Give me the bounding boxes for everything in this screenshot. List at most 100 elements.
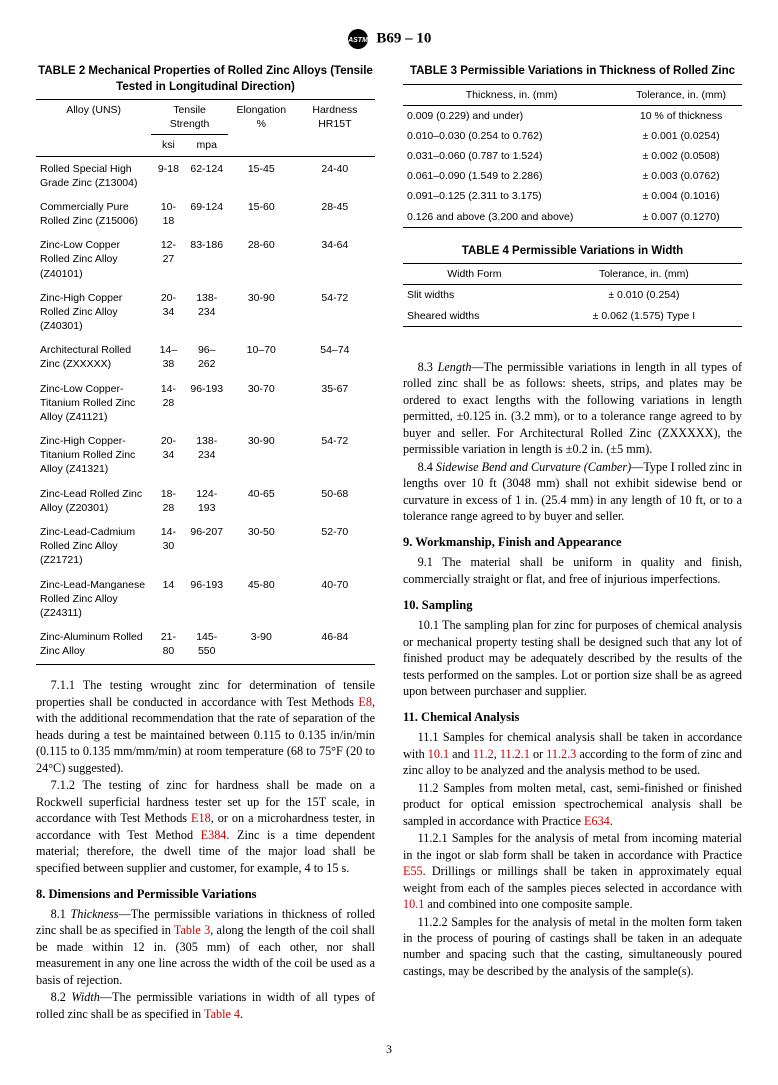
para-7-1-2: 7.1.2 The testing of zinc for hardness s… <box>36 777 375 876</box>
table-cell: 138-234 <box>186 429 228 482</box>
para-8-1: 8.1 Thickness—The permissible variations… <box>36 906 375 988</box>
t4-h-width: Width Form <box>403 264 546 285</box>
xref-table4[interactable]: Table 4 <box>204 1007 240 1021</box>
t2-h-ksi: ksi <box>151 135 185 156</box>
table-row: Slit widths± 0.010 (0.254) <box>403 285 742 306</box>
left-column: TABLE 2 Mechanical Properties of Rolled … <box>36 64 375 1023</box>
table-cell: ± 0.002 (0.0508) <box>620 146 742 166</box>
table-cell: 10-18 <box>151 195 185 233</box>
table-cell: 20-34 <box>151 286 185 339</box>
table-cell: 12-27 <box>151 233 185 286</box>
xref-11-2[interactable]: 11.2 <box>473 747 494 761</box>
section-11-title: 11. Chemical Analysis <box>403 709 742 726</box>
astm-logo-icon: ASTM <box>347 28 369 50</box>
doc-number: B69 – 10 <box>376 30 431 46</box>
xref-e8[interactable]: E8 <box>358 695 372 709</box>
table-cell: 62-124 <box>186 156 228 195</box>
table-row: Zinc-Lead-Cadmium Rolled Zinc Alloy (Z21… <box>36 520 375 573</box>
table3: Thickness, in. (mm) Tolerance, in. (mm) … <box>403 84 742 228</box>
table-cell: Zinc-Low Copper Rolled Zinc Alloy (Z4010… <box>36 233 151 286</box>
para-7-1-1: 7.1.1 The testing wrought zinc for deter… <box>36 677 375 776</box>
xref-e384[interactable]: E384 <box>201 828 227 842</box>
table-cell: 30-90 <box>228 286 295 339</box>
table-cell: ± 0.062 (1.575) Type I <box>546 306 742 327</box>
para-10-1: 10.1 The sampling plan for zinc for purp… <box>403 617 742 699</box>
xref-11-2-3[interactable]: 11.2.3 <box>546 747 576 761</box>
table4: Width Form Tolerance, in. (mm) Slit widt… <box>403 263 742 327</box>
table-cell: 28-60 <box>228 233 295 286</box>
table4-title: TABLE 4 Permissible Variations in Width <box>403 244 742 260</box>
t2-h-alloy: Alloy (UNS) <box>36 100 151 157</box>
table-cell: 15-45 <box>228 156 295 195</box>
table-row: Zinc-Lead-Manganese Rolled Zinc Alloy (Z… <box>36 573 375 626</box>
table-row: 0.009 (0.229) and under)10 % of thicknes… <box>403 105 742 126</box>
t3-h-tol: Tolerance, in. (mm) <box>620 84 742 105</box>
t2-h-hard: Hardness HR15T <box>295 100 375 157</box>
table-cell: 10 % of thickness <box>620 105 742 126</box>
table-cell: ± 0.001 (0.0254) <box>620 126 742 146</box>
para-9-1: 9.1 The material shall be uniform in qua… <box>403 554 742 587</box>
table-row: Sheared widths± 0.062 (1.575) Type I <box>403 306 742 327</box>
table-cell: ± 0.004 (0.1016) <box>620 186 742 206</box>
section-9-title: 9. Workmanship, Finish and Appearance <box>403 534 742 551</box>
xref-10-1[interactable]: 10.1 <box>428 747 449 761</box>
t4-h-tol: Tolerance, in. (mm) <box>546 264 742 285</box>
table-cell: 10–70 <box>228 338 295 376</box>
table-cell: 3-90 <box>228 625 295 665</box>
section-8-title: 8. Dimensions and Permissible Variations <box>36 886 375 903</box>
xref-e55[interactable]: E55 <box>403 864 423 878</box>
xref-e634[interactable]: E634 <box>584 814 610 828</box>
table-cell: 52-70 <box>295 520 375 573</box>
table-cell: 96-207 <box>186 520 228 573</box>
table-cell: 35-67 <box>295 377 375 430</box>
table-cell: 24-40 <box>295 156 375 195</box>
table-cell: 54-72 <box>295 286 375 339</box>
content-columns: TABLE 2 Mechanical Properties of Rolled … <box>36 64 742 1023</box>
para-8-3: 8.3 Length—The permissible variations in… <box>403 359 742 458</box>
table-row: Zinc-Low Copper-Titanium Rolled Zinc All… <box>36 377 375 430</box>
table-cell: 20-34 <box>151 429 185 482</box>
table-row: 0.126 and above (3.200 and above)± 0.007… <box>403 207 742 228</box>
para-11-1: 11.1 Samples for chemical analysis shall… <box>403 729 742 778</box>
table-cell: 145-550 <box>186 625 228 665</box>
table-cell: 0.031–0.060 (0.787 to 1.524) <box>403 146 620 166</box>
table-cell: 28-45 <box>295 195 375 233</box>
table-cell: 0.091–0.125 (2.311 to 3.175) <box>403 186 620 206</box>
table-cell: 0.126 and above (3.200 and above) <box>403 207 620 228</box>
table2: Alloy (UNS) Tensile Strength Elongation … <box>36 99 375 665</box>
page-number: 3 <box>36 1041 742 1057</box>
table-row: Zinc-Lead Rolled Zinc Alloy (Z20301)18-2… <box>36 482 375 520</box>
table-row: 0.091–0.125 (2.311 to 3.175)± 0.004 (0.1… <box>403 186 742 206</box>
table-cell: ± 0.007 (0.1270) <box>620 207 742 228</box>
xref-10-1b[interactable]: 10.1 <box>403 897 424 911</box>
para-11-2-1: 11.2.1 Samples for the analysis of metal… <box>403 830 742 912</box>
t2-h-elong: Elongation % <box>228 100 295 157</box>
table-cell: 46-84 <box>295 625 375 665</box>
table-cell: 69-124 <box>186 195 228 233</box>
table-cell: 14-28 <box>151 377 185 430</box>
xref-11-2-1[interactable]: 11.2.1 <box>500 747 530 761</box>
document-header: ASTM B69 – 10 <box>36 28 742 50</box>
xref-e18[interactable]: E18 <box>191 811 211 825</box>
table-cell: 30-50 <box>228 520 295 573</box>
table-row: Rolled Special High Grade Zinc (Z13004)9… <box>36 156 375 195</box>
table-cell: Zinc-Lead Rolled Zinc Alloy (Z20301) <box>36 482 151 520</box>
table-cell: 138-234 <box>186 286 228 339</box>
svg-text:ASTM: ASTM <box>347 37 368 44</box>
table-cell: 9-18 <box>151 156 185 195</box>
table3-title: TABLE 3 Permissible Variations in Thickn… <box>403 64 742 80</box>
table-cell: 15-60 <box>228 195 295 233</box>
table-cell: 45-80 <box>228 573 295 626</box>
table-cell: Zinc-Low Copper-Titanium Rolled Zinc All… <box>36 377 151 430</box>
table-cell: 54-72 <box>295 429 375 482</box>
table-cell: Zinc-Lead-Cadmium Rolled Zinc Alloy (Z21… <box>36 520 151 573</box>
xref-table3[interactable]: Table 3 <box>174 923 210 937</box>
para-8-2: 8.2 Width—The permissible variations in … <box>36 989 375 1022</box>
table-row: Zinc-Low Copper Rolled Zinc Alloy (Z4010… <box>36 233 375 286</box>
table-cell: 30-90 <box>228 429 295 482</box>
para-11-2-2: 11.2.2 Samples for the analysis of metal… <box>403 914 742 980</box>
table-cell: Zinc-Aluminum Rolled Zinc Alloy <box>36 625 151 665</box>
table-cell: Zinc-High Copper-Titanium Rolled Zinc Al… <box>36 429 151 482</box>
table-row: 0.010–0.030 (0.254 to 0.762)± 0.001 (0.0… <box>403 126 742 146</box>
table-cell: Sheared widths <box>403 306 546 327</box>
